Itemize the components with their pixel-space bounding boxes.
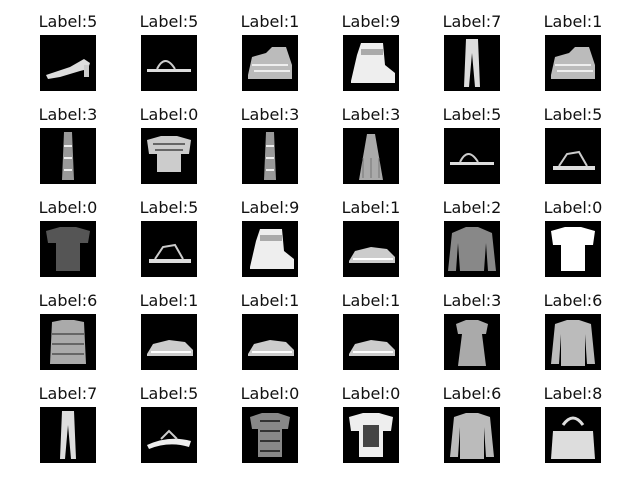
cell-label: Label:0 [341,384,401,403]
cell-label: Label:6 [543,291,603,310]
cell-label: Label:9 [341,12,401,31]
cell-label: Label:7 [38,384,98,403]
grid-cell: Label:3 [222,105,318,189]
cell-label: Label:8 [543,384,603,403]
grid-cell: Label:1 [222,291,318,375]
cell-label: Label:5 [139,198,199,217]
fashion-thumbnail [343,221,399,277]
cell-label: Label:1 [139,291,199,310]
fashion-thumbnail [343,128,399,184]
cell-label: Label:1 [240,12,300,31]
fashion-thumbnail [242,35,298,91]
fashion-thumbnail [444,128,500,184]
fashion-thumbnail [545,128,601,184]
grid-cell: Label:6 [525,291,621,375]
fashion-thumbnail [40,128,96,184]
cell-label: Label:5 [38,12,98,31]
fashion-thumbnail [40,407,96,463]
grid-cell: Label:0 [20,198,116,282]
fashion-thumbnail [40,35,96,91]
grid-cell: Label:5 [121,384,217,468]
cell-label: Label:3 [38,105,98,124]
cell-label: Label:5 [543,105,603,124]
fashion-thumbnail [242,128,298,184]
cell-label: Label:0 [543,198,603,217]
grid-cell: Label:3 [20,105,116,189]
cell-label: Label:5 [139,384,199,403]
grid-cell: Label:1 [323,291,419,375]
grid-cell: Label:9 [222,198,318,282]
cell-label: Label:6 [38,291,98,310]
grid-cell: Label:3 [424,291,520,375]
cell-label: Label:6 [442,384,502,403]
fashion-thumbnail [242,221,298,277]
cell-label: Label:5 [139,12,199,31]
grid-cell: Label:8 [525,384,621,468]
cell-label: Label:2 [442,198,502,217]
fashion-thumbnail [40,314,96,370]
grid-cell: Label:0 [323,384,419,468]
grid-cell: Label:5 [121,198,217,282]
fashion-thumbnail [141,407,197,463]
cell-label: Label:9 [240,198,300,217]
cell-label: Label:3 [341,105,401,124]
grid-cell: Label:1 [222,12,318,96]
cell-label: Label:1 [240,291,300,310]
fashion-thumbnail [343,407,399,463]
cell-label: Label:3 [442,291,502,310]
fashion-thumbnail [141,221,197,277]
cell-label: Label:5 [442,105,502,124]
grid-cell: Label:2 [424,198,520,282]
grid-cell: Label:5 [525,105,621,189]
grid-cell: Label:1 [323,198,419,282]
fashion-thumbnail [444,314,500,370]
fashion-thumbnail [545,35,601,91]
fashion-thumbnail [141,35,197,91]
fashion-thumbnail [141,314,197,370]
cell-label: Label:0 [139,105,199,124]
fashion-thumbnail [545,407,601,463]
grid-cell: Label:7 [424,12,520,96]
cell-label: Label:0 [240,384,300,403]
cell-label: Label:0 [38,198,98,217]
fashion-thumbnail [444,221,500,277]
cell-label: Label:1 [543,12,603,31]
grid-cell: Label:0 [525,198,621,282]
fashion-thumbnail [545,314,601,370]
grid-cell: Label:5 [121,12,217,96]
grid-cell: Label:7 [20,384,116,468]
grid-cell: Label:9 [323,12,419,96]
grid-cell: Label:3 [323,105,419,189]
cell-label: Label:1 [341,198,401,217]
fashion-thumbnail [40,221,96,277]
grid-cell: Label:1 [525,12,621,96]
grid-cell: Label:0 [121,105,217,189]
fashion-thumbnail [242,407,298,463]
grid-cell: Label:6 [424,384,520,468]
fashion-thumbnail [242,314,298,370]
cell-label: Label:7 [442,12,502,31]
fashion-thumbnail [141,128,197,184]
cell-label: Label:3 [240,105,300,124]
fashion-thumbnail [343,35,399,91]
fashion-thumbnail [444,407,500,463]
fashion-thumbnail [343,314,399,370]
fashion-thumbnail [444,35,500,91]
fashion-thumbnail [545,221,601,277]
grid-cell: Label:1 [121,291,217,375]
grid-cell: Label:0 [222,384,318,468]
grid-cell: Label:5 [20,12,116,96]
grid-cell: Label:6 [20,291,116,375]
grid-cell: Label:5 [424,105,520,189]
cell-label: Label:1 [341,291,401,310]
